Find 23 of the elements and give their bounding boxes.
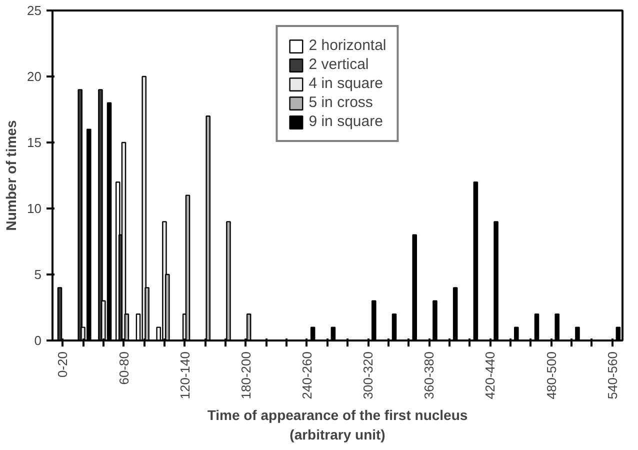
legend-label: 5 in cross (308, 94, 373, 111)
y-tick-label: 25 (27, 3, 42, 18)
y-tick-label: 0 (34, 333, 42, 348)
x-tick-label: 0-20 (55, 351, 70, 378)
legend-label: 9 in square (308, 113, 383, 130)
y-tick-label: 15 (27, 135, 42, 150)
y-tick-label: 10 (27, 201, 42, 216)
legend-label: 2 vertical (308, 56, 369, 73)
y-tick-label: 20 (27, 69, 42, 84)
x-tick-label: 60-80 (116, 352, 132, 385)
x-axis-title: Time of appearance of the first nucleus (arbitrary unit) (207, 407, 468, 442)
x-tick-label: 360-380 (422, 351, 437, 400)
legend-label: 2 horizontal (308, 37, 386, 54)
x-tick-label: 180-200 (238, 351, 254, 400)
x-tick-label: 420-440 (482, 351, 498, 400)
y-axis-title: Number of times (3, 120, 20, 231)
x-tick-label: 540-560 (604, 351, 620, 400)
x-tick-label: 480-500 (544, 351, 559, 400)
legend-label: 4 in square (308, 75, 383, 92)
x-tick-label: 240-260 (299, 351, 314, 400)
y-tick-label: 5 (34, 267, 42, 282)
x-tick-label: 300-320 (360, 351, 376, 400)
x-tick-label: 120-140 (177, 351, 192, 400)
